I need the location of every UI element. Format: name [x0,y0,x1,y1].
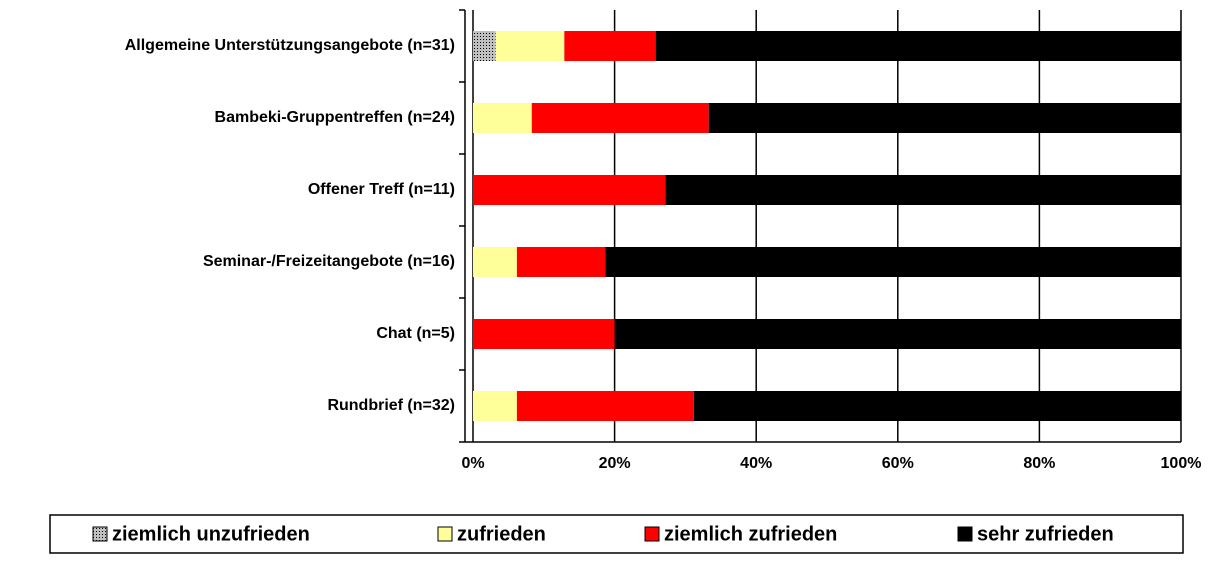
bar-segment [516,247,606,277]
bar-segment [473,391,517,421]
bar-segment [473,247,517,277]
legend-swatch [437,526,453,542]
bar-segment [708,103,1181,133]
legend-swatch [92,526,108,542]
y-tick-label: Chat (n=5) [376,325,455,342]
x-tick-label: 60% [882,455,914,472]
y-tick-label: Bambeki-Gruppentreffen (n=24) [215,109,455,126]
bar-segment [473,175,666,205]
bar-segment [473,319,615,349]
y-tick-label: Rundbrief (n=32) [327,397,455,414]
y-tick-label: Offener Treff (n=11) [308,181,455,198]
x-tick-label: 100% [1161,455,1202,472]
bar-segment [665,175,1181,205]
bar-segment [564,31,656,61]
legend-swatch [644,526,660,542]
y-tick-label: Allgemeine Unterstützungsangebote (n=31) [125,37,455,54]
bar-segment [473,103,532,133]
legend-label: ziemlich zufrieden [664,523,837,545]
bar-segment [473,31,496,61]
bar-segment [495,31,565,61]
bar-segment [531,103,709,133]
bar-segment [655,31,1181,61]
x-tick-label: 80% [1023,455,1055,472]
legend-label: ziemlich unzufrieden [112,523,310,545]
x-tick-label: 0% [461,455,484,472]
legend-swatch [957,526,973,542]
bar-segment [605,247,1181,277]
bar-segment [516,391,694,421]
x-tick-label: 20% [599,455,631,472]
bar-segment [693,391,1181,421]
y-tick-label: Seminar-/Freizeitangebote (n=16) [203,253,455,270]
x-tick-label: 40% [740,455,772,472]
legend-box [49,514,1184,554]
legend-label: sehr zufrieden [977,523,1114,545]
legend-label: zufrieden [457,523,546,545]
bar-segment [614,319,1181,349]
